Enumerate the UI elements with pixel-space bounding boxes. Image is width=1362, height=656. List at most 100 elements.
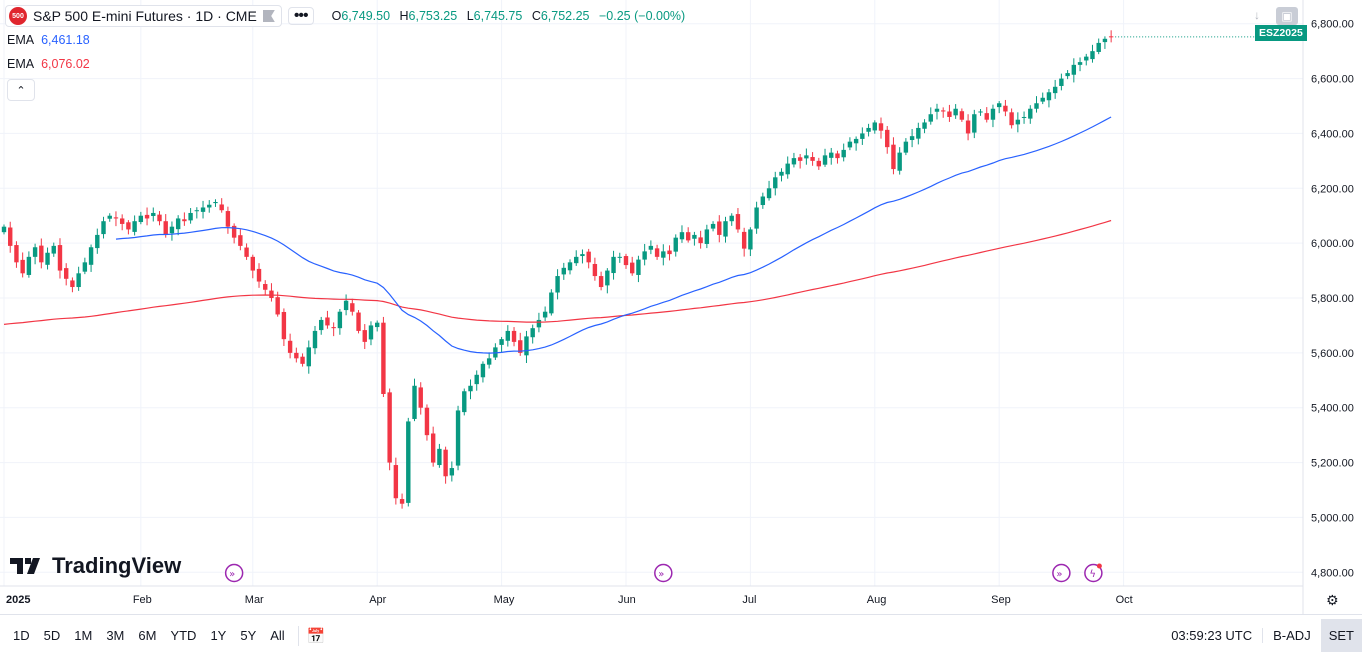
candle-body [648, 245, 654, 250]
price-tag: ESZ2025 [1255, 25, 1307, 41]
candle-body [959, 111, 965, 120]
candle-body [207, 204, 212, 208]
candle-body [325, 317, 330, 326]
candle-body [810, 157, 815, 161]
candle-body [735, 214, 741, 230]
candle-body [878, 123, 884, 131]
candle-body [169, 226, 175, 234]
candle-body [598, 276, 604, 288]
candle-body [275, 297, 280, 315]
candle-body [107, 215, 112, 219]
tf-5y[interactable]: 5Y [240, 628, 257, 643]
ema-legend-fast[interactable]: EMA 6,461.18 [7, 33, 90, 47]
symbol-title-box[interactable]: 500 S&P 500 E-mini Futures · 1D · CME [5, 5, 282, 27]
tf-1y[interactable]: 1Y [210, 628, 227, 643]
candle-body [412, 385, 417, 419]
candle-body [480, 363, 486, 378]
candle-body [717, 221, 722, 235]
candle-body [462, 391, 467, 413]
candle-body [269, 290, 274, 298]
candle-body [244, 247, 249, 257]
candle-body [1, 226, 7, 233]
candle-body [754, 207, 759, 229]
candle-body [897, 152, 902, 171]
x-tick-label: Jun [618, 594, 636, 606]
candle-body [978, 111, 983, 113]
event-marker [654, 563, 673, 583]
candle-body [853, 138, 859, 144]
candle-body [766, 188, 772, 199]
flag-icon[interactable] [262, 10, 275, 22]
candle-body [574, 256, 579, 264]
download-arrow-icon[interactable]: ↓ [1254, 8, 1260, 22]
candle-body [586, 251, 591, 263]
candle-body [984, 113, 989, 120]
tf-3m[interactable]: 3M [106, 628, 125, 643]
tf-1d[interactable]: 1D [13, 628, 30, 643]
candle-body [499, 339, 504, 345]
chart-legend: 500 S&P 500 E-mini Futures · 1D · CME ••… [5, 5, 691, 27]
y-tick-label: 5,800.00 [1311, 293, 1354, 305]
candle-body [1052, 86, 1058, 94]
candle-body [953, 108, 958, 116]
candle-body [45, 252, 50, 265]
candle-body [175, 218, 181, 230]
candle-body [20, 259, 25, 274]
session-button[interactable]: SET [1320, 619, 1362, 652]
y-tick-label: 6,600.00 [1311, 74, 1354, 86]
clock[interactable]: 03:59:23 UTC [1171, 628, 1253, 643]
candle-body [350, 303, 355, 312]
candle-body [779, 171, 784, 176]
candle-body [113, 217, 119, 219]
ema-legend-slow[interactable]: EMA 6,076.02 [7, 57, 90, 71]
tf-ytd[interactable]: YTD [170, 628, 197, 643]
candle-body [474, 374, 479, 385]
candle-body [424, 407, 430, 436]
candle-body [51, 245, 56, 254]
candle-body [1003, 105, 1008, 112]
tf-6m[interactable]: 6M [138, 628, 157, 643]
symbol-title[interactable]: S&P 500 E-mini Futures · 1D · CME [33, 8, 257, 24]
candle-body [437, 448, 442, 466]
bottom-toolbar: 1D 5D 1M 3M 6M YTD 1Y 5Y All 📅 03:59:23 … [0, 614, 1362, 656]
candle-body [406, 421, 411, 503]
candle-body [996, 103, 1002, 108]
y-tick-label: 6,200.00 [1311, 183, 1354, 195]
candle-body [76, 273, 81, 288]
gear-icon[interactable]: ⚙ [1326, 592, 1339, 608]
candle-body [773, 177, 778, 189]
candle-body [654, 248, 660, 257]
candle-body [685, 232, 691, 241]
candle-body [343, 300, 349, 311]
tf-all[interactable]: All [270, 628, 285, 643]
candle-body [306, 347, 311, 367]
candle-body [356, 312, 361, 331]
event-marker [224, 563, 244, 583]
ema-slow-line [3, 219, 1112, 325]
candle-body [163, 221, 168, 235]
candle-body [866, 127, 871, 132]
candle-body [797, 157, 803, 161]
candle-body [144, 214, 150, 219]
x-tick-label: Jul [742, 594, 756, 606]
candle-body [841, 149, 846, 158]
candle-body [518, 340, 523, 353]
calendar-icon[interactable]: 📅 [306, 627, 326, 645]
collapse-legend-button[interactable]: ⌃ [7, 79, 35, 101]
candle-body [1021, 116, 1027, 118]
candle-body [263, 284, 268, 290]
candle-body [32, 247, 38, 257]
candle-body [1084, 56, 1089, 61]
candle-body [387, 392, 392, 463]
candle-body [804, 155, 809, 159]
more-options-button[interactable]: ••• [287, 7, 314, 25]
candle-body [542, 311, 548, 318]
candle-body [760, 196, 766, 206]
candle-body [82, 262, 88, 272]
tf-1m[interactable]: 1M [74, 628, 93, 643]
adjust-button[interactable]: B-ADJ [1262, 628, 1321, 643]
tf-5d[interactable]: 5D [43, 628, 61, 643]
candle-body [642, 251, 647, 260]
camera-icon[interactable]: ▣ [1276, 7, 1298, 25]
